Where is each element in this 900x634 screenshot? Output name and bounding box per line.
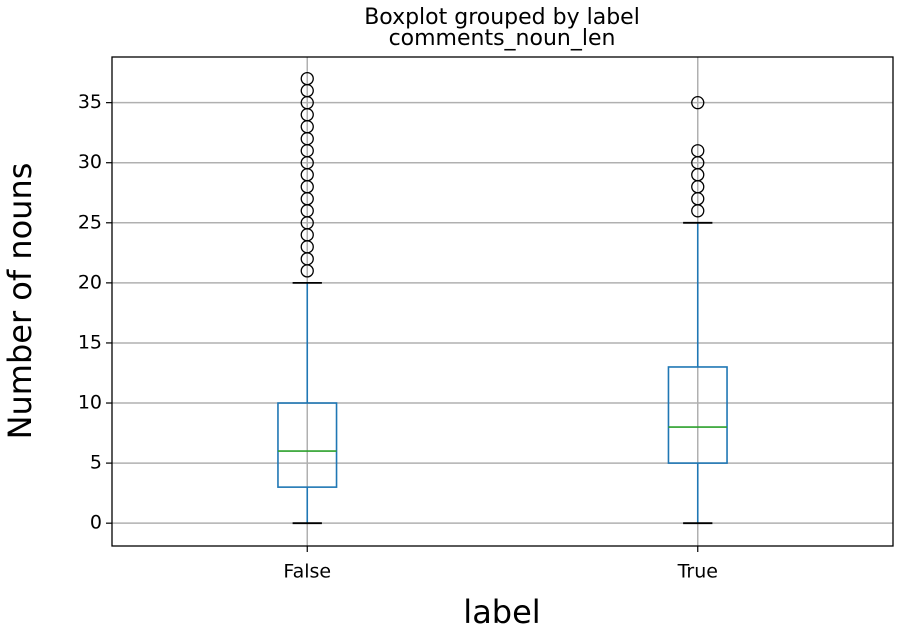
chart-title: Boxplot grouped by label (364, 5, 640, 30)
flier (691, 96, 705, 110)
box (277, 402, 338, 488)
x-tick-label: True (677, 561, 718, 583)
y-axis-label: Number of nouns (1, 163, 39, 440)
y-tick-label: 35 (78, 91, 102, 113)
y-tick-label: 10 (78, 392, 102, 414)
y-tick-label: 25 (78, 211, 102, 233)
box (667, 366, 728, 464)
y-tick-label: 15 (78, 331, 102, 353)
y-tick-label: 30 (78, 151, 102, 173)
x-axis-label: label (463, 593, 540, 631)
flier (691, 144, 705, 158)
x-tick-label: False (283, 561, 331, 583)
chart-subtitle: comments_noun_len (389, 26, 616, 51)
flier (300, 71, 314, 86)
y-tick-label: 5 (90, 452, 102, 474)
y-tick-label: 20 (78, 271, 102, 293)
plot-frame (111, 56, 894, 547)
y-tick-label: 0 (90, 512, 102, 534)
